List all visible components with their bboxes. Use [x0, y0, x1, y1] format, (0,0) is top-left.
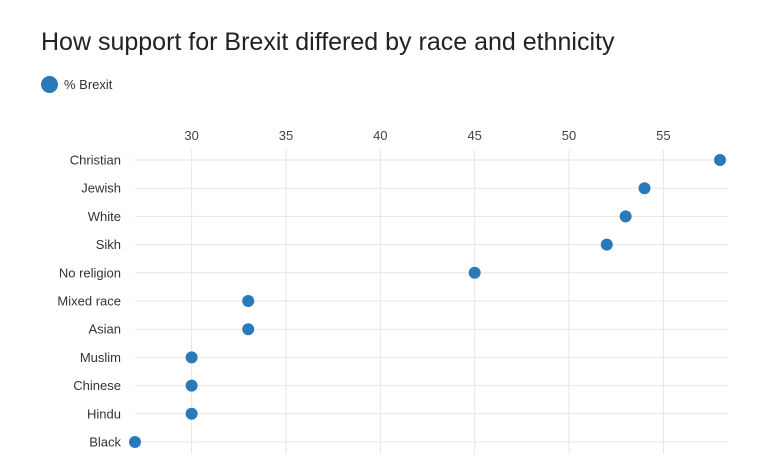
category-label-chinese: Chinese	[73, 378, 121, 393]
x-tick-label-40: 40	[373, 128, 387, 143]
point-chinese	[185, 379, 198, 392]
point-hindu	[185, 407, 198, 420]
x-axis-ticks: 30 35 40 45 50 55	[184, 128, 670, 143]
category-label-muslim: Muslim	[80, 350, 121, 365]
gridlines	[135, 150, 728, 454]
x-tick-label-50: 50	[562, 128, 576, 143]
category-label-no-religion: No religion	[59, 265, 121, 280]
point-muslim	[185, 351, 198, 364]
category-labels: Christian Jewish White Sikh No religion Mixed…	[57, 153, 121, 450]
legend-marker	[41, 76, 58, 93]
chart-title: How support for Brexit differed by race …	[41, 28, 615, 56]
category-label-hindu: Hindu	[87, 406, 121, 421]
category-label-white: White	[88, 209, 121, 224]
legend: % Brexit	[41, 76, 112, 93]
point-white	[619, 210, 632, 223]
point-jewish	[638, 182, 651, 195]
x-tick-label-35: 35	[279, 128, 293, 143]
category-label-christian: Christian	[70, 153, 121, 168]
point-mixed-race	[242, 295, 255, 307]
category-label-jewish: Jewish	[81, 181, 121, 196]
point-sikh	[600, 238, 613, 251]
category-label-sikh: Sikh	[96, 237, 121, 252]
point-asian	[242, 323, 255, 336]
point-christian	[714, 154, 726, 166]
x-tick-label-45: 45	[467, 128, 481, 143]
point-black	[129, 436, 141, 448]
legend-label: % Brexit	[64, 77, 113, 92]
point-no-religion	[468, 266, 481, 279]
category-label-asian: Asian	[88, 322, 121, 337]
x-tick-label-30: 30	[184, 128, 198, 143]
x-tick-label-55: 55	[656, 128, 670, 143]
category-label-mixed-race: Mixed race	[57, 294, 121, 309]
category-label-black: Black	[89, 435, 121, 450]
data-points	[129, 154, 726, 448]
